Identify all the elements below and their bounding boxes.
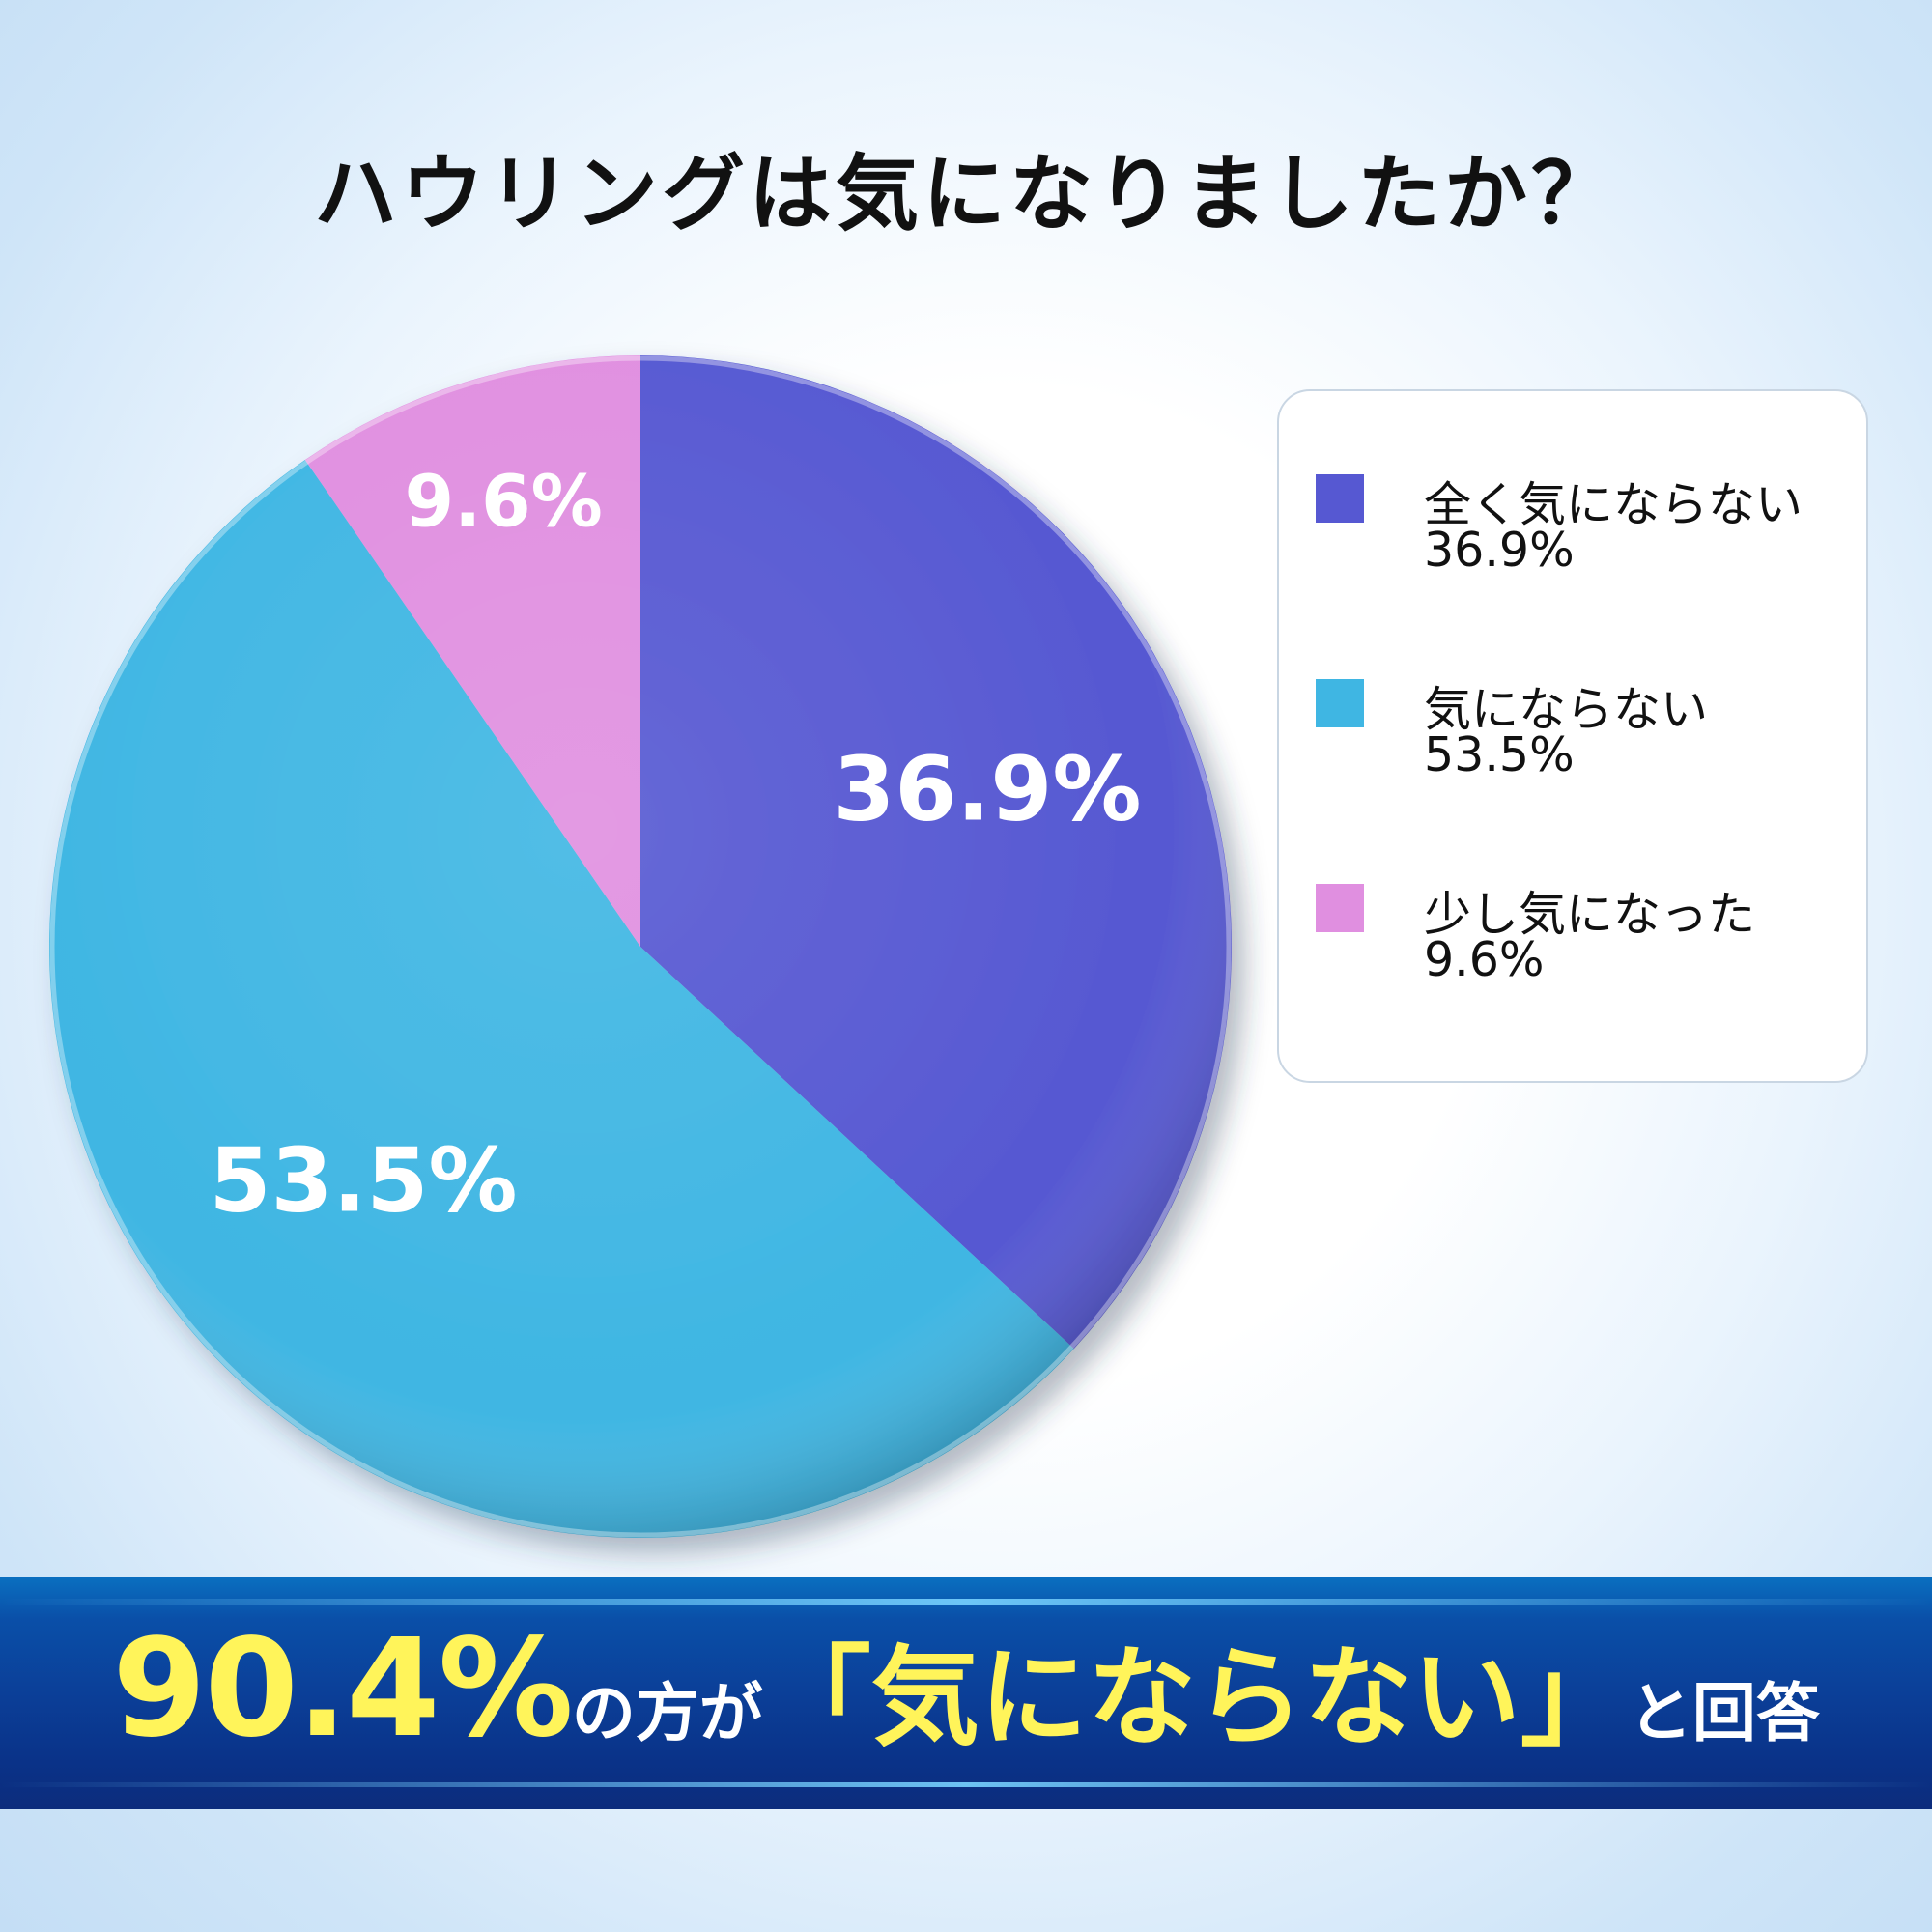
- legend-label: 気にならない: [1424, 682, 1709, 737]
- banner-percent: 90.4%: [112, 1610, 574, 1768]
- legend-swatch: [1316, 884, 1364, 932]
- legend-value: 9.6%: [1424, 932, 1545, 987]
- banner-glow-line: [0, 1599, 1932, 1605]
- legend-value: 36.9%: [1424, 523, 1575, 578]
- pie-rim: [49, 355, 1232, 1538]
- banner-glow-line: [0, 1782, 1932, 1787]
- legend-item: 少し気になった 9.6%: [1316, 876, 1857, 992]
- legend-value: 53.5%: [1424, 727, 1575, 782]
- banner-quote: 「気にならない」: [762, 1635, 1629, 1761]
- legend-label: 全く気にならない: [1424, 477, 1804, 532]
- chart-title: ハウリングは気になりましたか？: [314, 146, 1618, 242]
- legend-item: 全く気にならない 36.9%: [1316, 467, 1857, 582]
- chart-legend: 全く気にならない 36.9% 気にならない 53.5% 少し気になった 9.6%: [1277, 389, 1868, 1083]
- legend-label: 少し気になった: [1424, 887, 1756, 942]
- banner-end: と回答: [1628, 1676, 1820, 1750]
- pie-shading: [49, 355, 1232, 1538]
- summary-banner: 90.4%の方が「気にならない」と回答: [0, 1577, 1932, 1809]
- legend-swatch: [1316, 474, 1364, 523]
- banner-text: 90.4%の方が「気にならない」と回答: [0, 1612, 1932, 1807]
- slice-data-label: 9.6%: [405, 461, 603, 544]
- slice-data-label: 53.5%: [209, 1129, 517, 1233]
- slice-data-label: 36.9%: [833, 738, 1141, 841]
- legend-swatch: [1316, 679, 1364, 727]
- banner-middle: の方が: [571, 1676, 763, 1750]
- legend-item: 気にならない 53.5%: [1316, 671, 1857, 787]
